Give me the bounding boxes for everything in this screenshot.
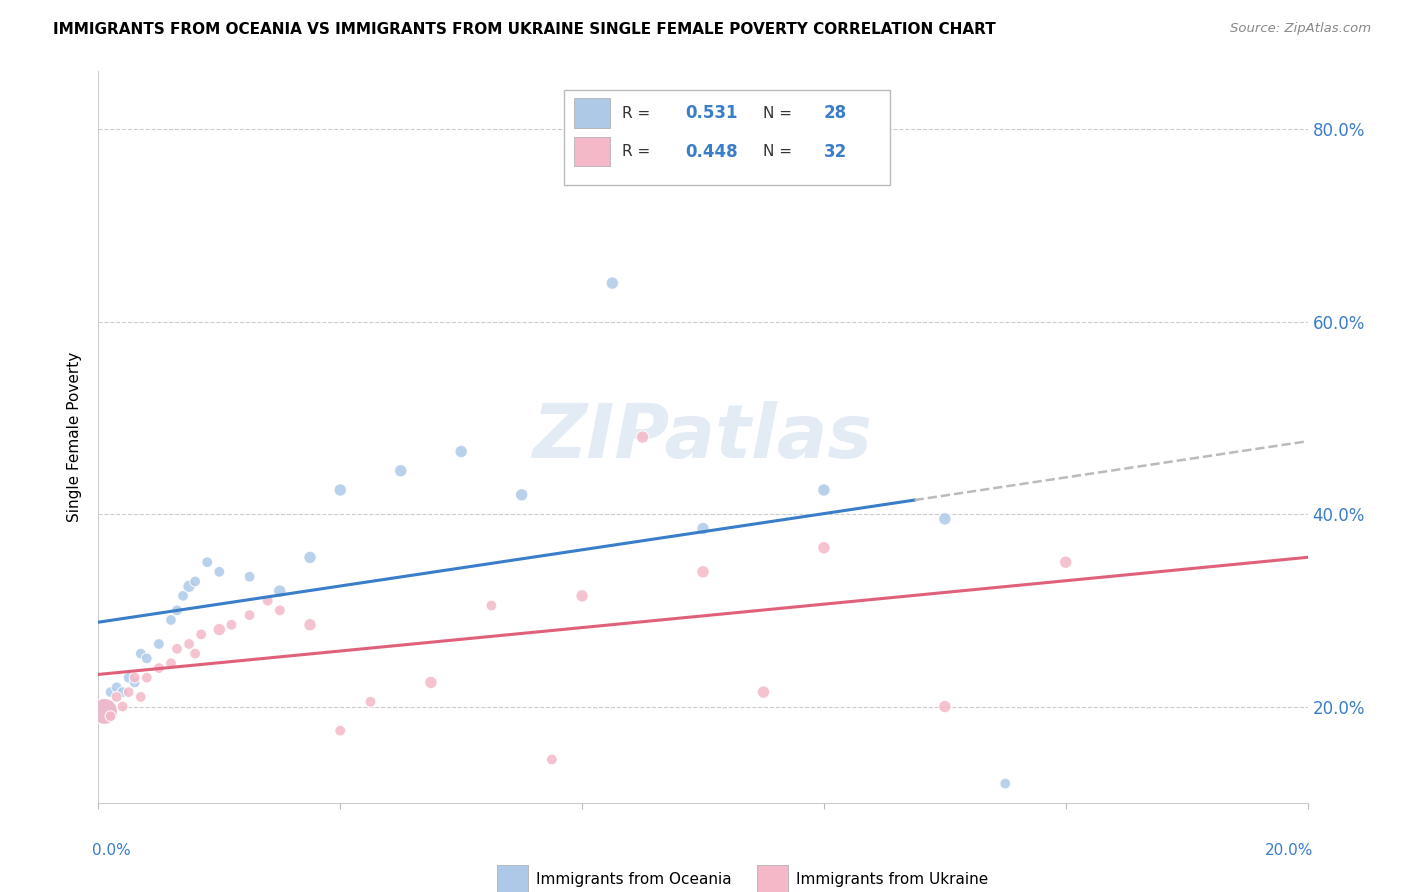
Point <box>129 690 152 704</box>
Point <box>208 623 231 637</box>
Point <box>93 705 115 719</box>
Point <box>105 681 128 695</box>
Text: ZIPatlas: ZIPatlas <box>533 401 873 474</box>
Text: IMMIGRANTS FROM OCEANIA VS IMMIGRANTS FROM UKRAINE SINGLE FEMALE POVERTY CORRELA: IMMIGRANTS FROM OCEANIA VS IMMIGRANTS FR… <box>53 22 997 37</box>
Text: 0.448: 0.448 <box>685 143 738 161</box>
Text: Immigrants from Oceania: Immigrants from Oceania <box>536 872 731 888</box>
Bar <box>498 865 527 892</box>
Point <box>179 579 201 593</box>
Point <box>124 675 146 690</box>
Point <box>752 685 775 699</box>
Point <box>184 574 207 589</box>
Point <box>135 671 157 685</box>
Point <box>195 555 218 569</box>
Point <box>221 617 243 632</box>
Point <box>299 617 322 632</box>
Text: R =: R = <box>621 105 655 120</box>
Point <box>692 521 714 535</box>
Text: N =: N = <box>763 105 797 120</box>
Point <box>118 671 141 685</box>
Bar <box>564 89 890 185</box>
Text: N =: N = <box>763 145 797 160</box>
Bar <box>758 865 787 892</box>
Point <box>135 651 157 665</box>
Text: 0.0%: 0.0% <box>93 843 131 858</box>
Point <box>148 637 170 651</box>
Point <box>93 705 115 719</box>
Point <box>129 647 152 661</box>
Point <box>160 613 183 627</box>
Point <box>813 483 835 497</box>
Point <box>148 661 170 675</box>
Point <box>124 671 146 685</box>
Point <box>299 550 322 565</box>
Point <box>1054 555 1077 569</box>
Point <box>166 641 188 656</box>
Point <box>208 565 231 579</box>
Point <box>190 627 212 641</box>
Y-axis label: Single Female Poverty: Single Female Poverty <box>67 352 83 522</box>
Point <box>510 488 533 502</box>
Point <box>100 709 122 723</box>
Point <box>166 603 188 617</box>
Point <box>160 657 183 671</box>
Point <box>934 512 956 526</box>
Point <box>172 589 194 603</box>
Point <box>269 603 291 617</box>
Text: 0.531: 0.531 <box>685 104 737 122</box>
Point <box>269 584 291 599</box>
FancyBboxPatch shape <box>574 98 610 128</box>
Point <box>420 675 443 690</box>
Text: Source: ZipAtlas.com: Source: ZipAtlas.com <box>1230 22 1371 36</box>
Point <box>602 276 624 290</box>
Point <box>239 608 262 623</box>
Point <box>111 685 134 699</box>
Point <box>692 565 714 579</box>
Text: Immigrants from Ukraine: Immigrants from Ukraine <box>796 872 988 888</box>
Point <box>934 699 956 714</box>
Point <box>239 569 262 583</box>
Text: 20.0%: 20.0% <box>1265 843 1313 858</box>
FancyBboxPatch shape <box>574 137 610 167</box>
Point <box>571 589 593 603</box>
Point <box>329 723 352 738</box>
Point <box>481 599 503 613</box>
Point <box>184 647 207 661</box>
Point <box>118 685 141 699</box>
Text: 28: 28 <box>824 104 846 122</box>
Point <box>179 637 201 651</box>
Point <box>389 464 412 478</box>
Point <box>360 695 382 709</box>
Text: R =: R = <box>621 145 655 160</box>
Point <box>100 685 122 699</box>
Point <box>631 430 654 444</box>
Point <box>450 444 472 458</box>
Point <box>540 752 562 766</box>
Text: 32: 32 <box>824 143 848 161</box>
Point <box>813 541 835 555</box>
Point <box>329 483 352 497</box>
Point <box>256 593 278 607</box>
Point <box>105 690 128 704</box>
Point <box>994 776 1017 790</box>
Point <box>111 699 134 714</box>
